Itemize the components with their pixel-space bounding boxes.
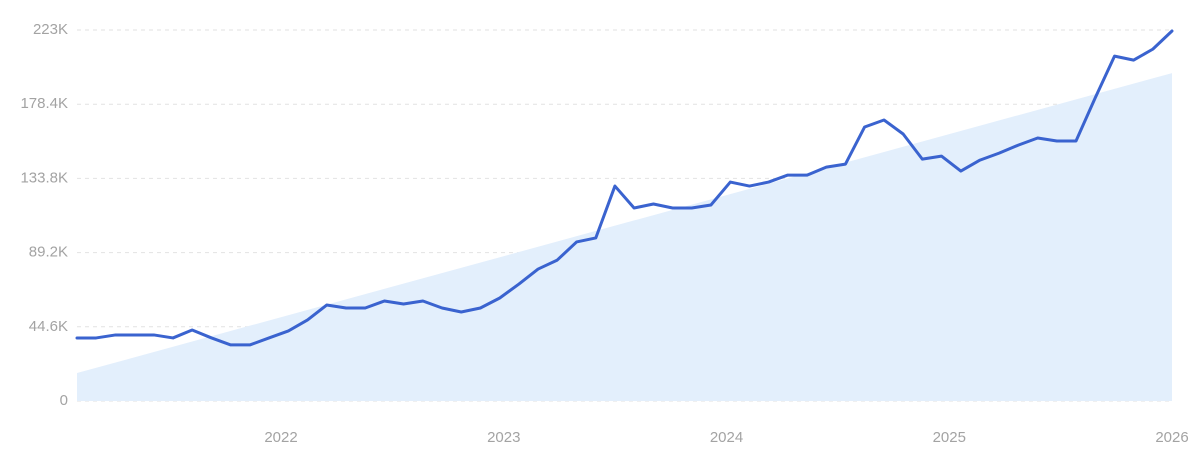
x-tick-label: 2022: [264, 429, 297, 446]
x-tick-label: 2024: [710, 429, 743, 446]
x-tick-label: 2026: [1155, 429, 1188, 446]
trend-area: [77, 73, 1172, 402]
x-tick-label: 2025: [933, 429, 966, 446]
y-tick-label: 223K: [33, 21, 68, 38]
data-line: [75, 29, 1174, 347]
y-tick-label: 133.8K: [20, 169, 68, 186]
y-tick-label: 44.6K: [29, 318, 68, 335]
y-tick-label: 178.4K: [20, 95, 68, 112]
x-tick-label: 2023: [487, 429, 520, 446]
y-tick-label: 0: [60, 392, 68, 409]
y-tick-label: 89.2K: [29, 244, 68, 261]
